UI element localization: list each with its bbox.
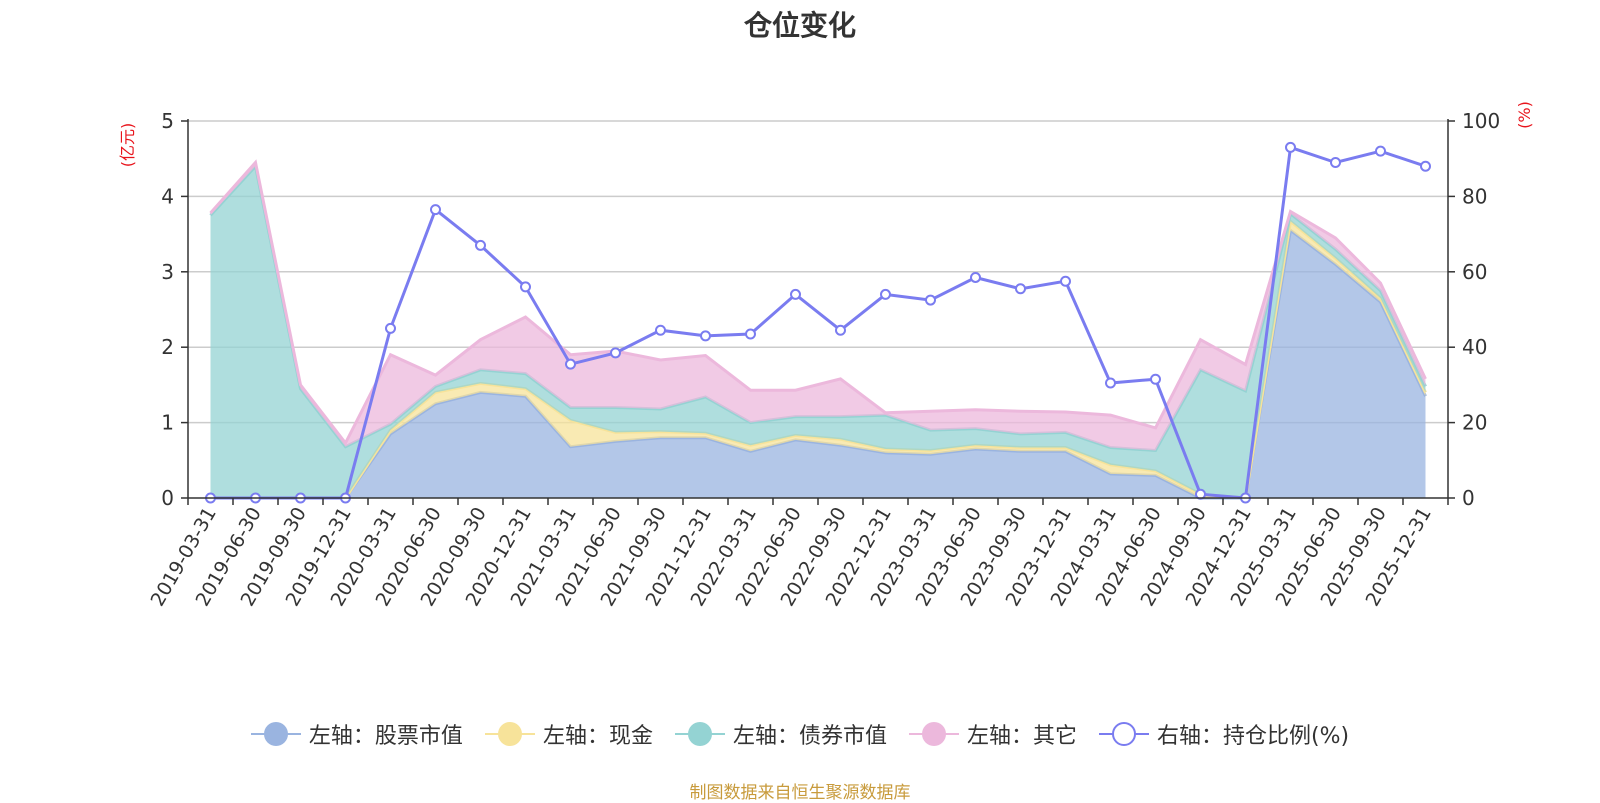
right-axis-unit: (%) (1515, 101, 1534, 129)
left-axis-unit: (亿元) (118, 123, 137, 168)
area-series-0 (210, 230, 1426, 499)
left-axis-tick-label: 3 (161, 260, 174, 284)
legend-item[interactable]: 左轴：股票市值 (250, 718, 463, 750)
position-ratio-line (210, 145, 1426, 500)
legend-label: 左轴：债券市值 (732, 724, 887, 749)
area-series-3 (210, 162, 1426, 451)
position-ratio-point (880, 288, 891, 300)
source-note: 制图数据来自恒生聚源数据库 (689, 783, 911, 803)
right-axis-tick-label: 0 (1462, 486, 1475, 510)
right-axis-tick-label: 20 (1462, 411, 1487, 435)
axes (181, 119, 1455, 505)
legend-label: 左轴：股票市值 (308, 724, 463, 749)
legend-item[interactable]: 左轴：债券市值 (674, 718, 887, 750)
position-ratio-point (745, 328, 756, 340)
position-ratio-point (385, 322, 396, 334)
area-series-edge-3 (209, 159, 1427, 446)
chart-canvas: 0 01 202 403 604 805 1002019-03-312019-06-3020… (118, 101, 1534, 610)
legend-swatch-icon (250, 721, 301, 747)
legend-label: 右轴：持仓比例(%) (1156, 724, 1350, 749)
right-axis-tick-label: 60 (1462, 260, 1487, 284)
left-axis-tick-label: 2 (161, 335, 174, 359)
position-ratio-point (520, 281, 531, 293)
position-ratio-point (970, 271, 981, 283)
position-ratio-point (790, 288, 801, 300)
legend-item[interactable]: 左轴：现金 (484, 718, 653, 750)
chart-title: 仓位变化 (743, 9, 856, 42)
legend-item[interactable]: 左轴：其它 (908, 718, 1077, 750)
right-axis-tick-label: 100 (1462, 109, 1500, 133)
position-ratio-point (1060, 275, 1071, 287)
position-ratio-point (1420, 160, 1431, 172)
position-ratio-point (565, 358, 576, 370)
legend-label: 左轴：其它 (966, 724, 1077, 749)
position-ratio-point (1330, 156, 1341, 168)
position-ratio-point (655, 324, 666, 336)
position-ratio-point (610, 347, 621, 359)
left-axis-tick-label: 1 (161, 411, 174, 435)
right-axis-tick-label: 40 (1462, 335, 1487, 359)
position-ratio-point (1375, 145, 1386, 157)
left-axis-tick-label: 4 (161, 184, 174, 208)
position-ratio-point (835, 324, 846, 336)
position-ratio-point (430, 204, 441, 216)
legend-item[interactable]: 右轴：持仓比例(%) (1098, 718, 1350, 750)
legend-swatch-icon (1098, 721, 1149, 747)
legend-swatch-icon (674, 721, 725, 747)
position-ratio-point (1015, 283, 1026, 295)
legend-swatch-icon (484, 721, 535, 747)
legend-swatch-icon (908, 721, 959, 747)
legend: 左轴：股票市值 左轴：现金 左轴：债券市值 左轴：其它 右轴：持仓比例(%) (0, 718, 1600, 750)
position-ratio-point (1285, 141, 1296, 153)
left-axis-tick-label: 5 (161, 109, 174, 133)
position-ratio-point (475, 239, 486, 251)
legend-label: 左轴：现金 (542, 724, 653, 749)
position-ratio-point (700, 330, 711, 342)
position-ratio-point (925, 294, 936, 306)
area-series-2 (210, 166, 1426, 498)
left-axis-tick-label: 0 (161, 486, 174, 510)
position-ratio-point (1105, 377, 1116, 389)
right-axis-tick-label: 80 (1462, 184, 1487, 208)
position-ratio-point (1150, 373, 1161, 385)
